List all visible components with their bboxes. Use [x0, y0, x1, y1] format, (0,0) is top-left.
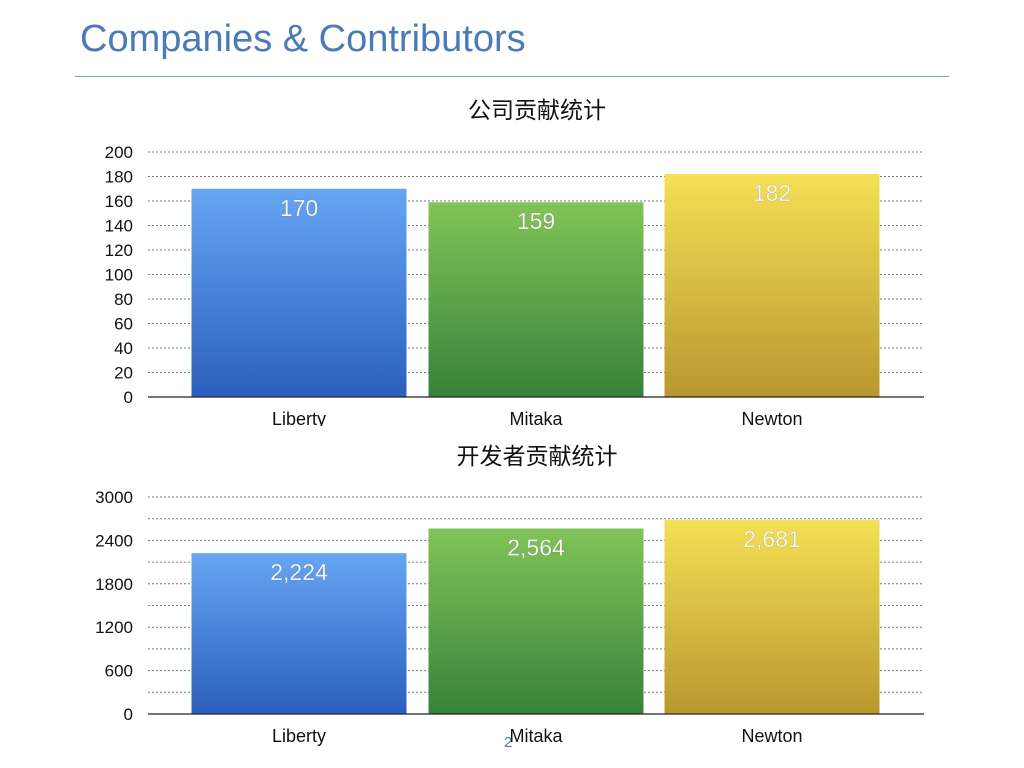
x-category-label: Liberty — [272, 409, 326, 426]
y-tick-label: 600 — [105, 662, 133, 681]
x-category-label: Mitaka — [509, 409, 563, 426]
y-tick-label: 0 — [124, 388, 133, 407]
y-tick-label: 1800 — [95, 575, 133, 594]
data-label: 2,564 — [507, 535, 565, 561]
data-label: 170 — [280, 195, 318, 221]
bar-mitaka — [428, 202, 644, 397]
y-tick-label: 80 — [114, 290, 133, 309]
data-label: 182 — [753, 180, 791, 206]
y-tick-label: 20 — [114, 364, 133, 383]
y-tick-label: 0 — [124, 705, 133, 724]
data-label: 159 — [517, 208, 555, 234]
company-contribution-chart: 公司贡献统计 0 20 40 60 80 100 120 140 160 180 200 170 159 1… — [105, 98, 924, 426]
y-tick-label: 160 — [105, 192, 133, 211]
bar-liberty — [191, 188, 407, 397]
x-category-label: Newton — [741, 409, 802, 426]
y-tick-label: 200 — [105, 143, 133, 162]
title-divider — [75, 76, 949, 77]
y-tick-label: 100 — [105, 266, 133, 285]
y-tick-label: 120 — [105, 241, 133, 260]
page-number: 2 — [504, 734, 513, 751]
slide-title: Companies & Contributors — [80, 18, 526, 60]
y-tick-label: 3000 — [95, 488, 133, 507]
x-category-label: Liberty — [272, 726, 326, 746]
y-tick-label: 2400 — [95, 531, 133, 550]
bar-newton — [664, 520, 880, 714]
y-tick-label: 1200 — [95, 618, 133, 637]
x-category-label: Mitaka — [509, 726, 563, 746]
y-tick-label: 180 — [105, 168, 133, 187]
bar-newton — [664, 174, 880, 397]
y-tick-label: 140 — [105, 217, 133, 236]
x-category-label: Newton — [741, 726, 802, 746]
data-label: 2,681 — [743, 526, 801, 552]
bar-liberty — [191, 553, 407, 714]
y-tick-label: 40 — [114, 339, 133, 358]
developer-contribution-chart: 开发者贡献统计 0 600 1200 1800 2400 3000 2,224 2,564 2,6… — [95, 444, 924, 746]
data-label: 2,224 — [270, 559, 328, 585]
chart-title: 开发者贡献统计 — [457, 444, 618, 470]
bar-mitaka — [428, 528, 644, 714]
chart-title: 公司贡献统计 — [468, 98, 606, 124]
y-tick-label: 60 — [114, 315, 133, 334]
